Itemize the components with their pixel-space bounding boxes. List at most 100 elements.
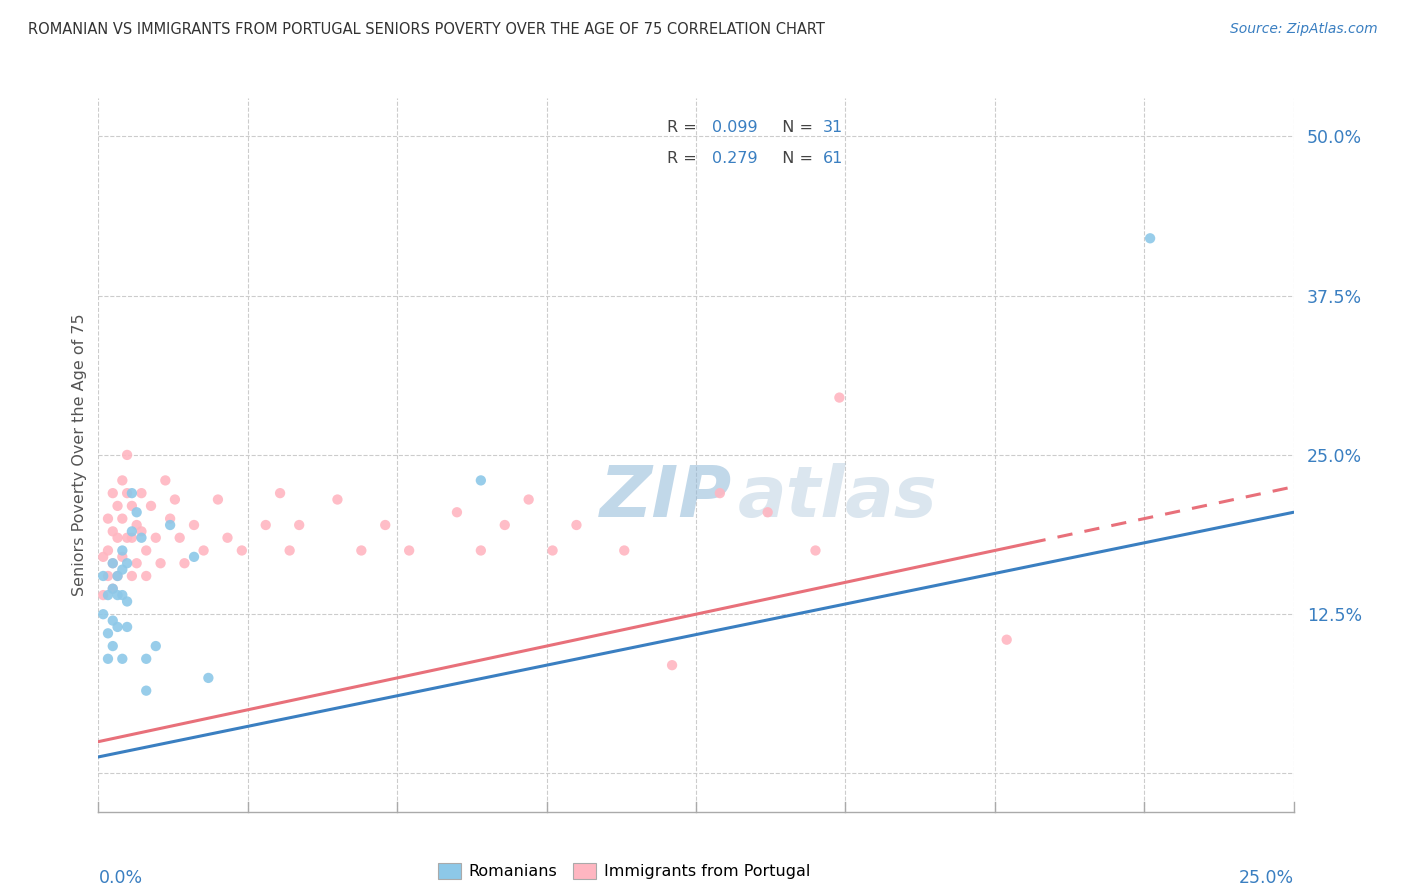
Point (135, 652, 157, 666)
Text: atlas: atlas (738, 463, 938, 533)
Point (125, 518, 148, 533)
Point (756, 505, 779, 519)
Point (135, 569, 157, 583)
Point (288, 518, 311, 533)
Point (254, 518, 277, 533)
Point (101, 582, 124, 596)
Y-axis label: Seniors Poverty Over the Age of 75: Seniors Poverty Over the Age of 75 (72, 314, 87, 596)
Point (197, 671, 219, 685)
Point (107, 569, 129, 583)
Point (145, 531, 167, 545)
Point (111, 588, 134, 602)
Point (661, 658, 683, 673)
Point (97, 511, 120, 525)
Point (135, 543, 157, 558)
Point (131, 486, 153, 500)
Point (131, 524, 153, 539)
Point (97, 588, 120, 602)
Point (115, 448, 138, 462)
Point (709, 486, 731, 500)
Point (101, 614, 124, 628)
Point (183, 518, 205, 533)
Text: 0.0%: 0.0% (98, 869, 142, 887)
Point (350, 543, 373, 558)
Point (125, 505, 148, 519)
Point (97, 569, 120, 583)
Point (111, 563, 134, 577)
Point (111, 549, 134, 564)
Point (470, 543, 492, 558)
Point (278, 543, 301, 558)
Point (107, 588, 129, 602)
Point (541, 543, 564, 558)
Point (517, 492, 540, 507)
Point (125, 556, 148, 570)
Point (101, 486, 124, 500)
Point (101, 556, 124, 570)
Point (446, 505, 468, 519)
Point (1139, 231, 1161, 245)
Point (107, 531, 129, 545)
Point (155, 474, 177, 488)
Point (115, 556, 138, 570)
Point (97, 626, 120, 640)
Point (804, 543, 827, 558)
Text: 0.279: 0.279 (713, 151, 758, 166)
Point (565, 518, 588, 533)
Point (995, 632, 1018, 647)
Point (101, 582, 124, 596)
Point (115, 531, 138, 545)
Point (121, 531, 143, 545)
Point (107, 620, 129, 634)
Point (173, 556, 195, 570)
Text: ROMANIAN VS IMMIGRANTS FROM PORTUGAL SENIORS POVERTY OVER THE AGE OF 75 CORRELAT: ROMANIAN VS IMMIGRANTS FROM PORTUGAL SEN… (28, 22, 825, 37)
Point (121, 499, 143, 513)
Point (111, 652, 134, 666)
Point (91, 607, 114, 622)
Point (398, 543, 420, 558)
Point (828, 391, 851, 405)
Point (613, 543, 636, 558)
Point (111, 474, 134, 488)
Point (183, 549, 205, 564)
Point (149, 556, 172, 570)
Point (470, 474, 492, 488)
Text: 31: 31 (823, 120, 842, 135)
Point (115, 620, 138, 634)
Text: 25.0%: 25.0% (1239, 869, 1294, 887)
Point (217, 531, 239, 545)
Point (107, 569, 129, 583)
Point (207, 492, 229, 507)
Point (111, 543, 134, 558)
Text: N =: N = (772, 120, 818, 135)
Point (326, 492, 349, 507)
Point (135, 683, 157, 698)
Text: Source: ZipAtlas.com: Source: ZipAtlas.com (1230, 22, 1378, 37)
Point (269, 486, 291, 500)
Text: N =: N = (772, 151, 818, 166)
Point (494, 518, 516, 533)
Point (121, 524, 143, 539)
Point (115, 486, 138, 500)
Point (115, 594, 138, 608)
Point (374, 518, 396, 533)
Point (169, 531, 191, 545)
Point (101, 524, 124, 539)
Point (91, 569, 114, 583)
Point (121, 486, 143, 500)
Legend: Romanians, Immigrants from Portugal: Romanians, Immigrants from Portugal (432, 856, 817, 886)
Point (145, 639, 167, 653)
Point (107, 499, 129, 513)
Point (159, 518, 181, 533)
Text: R =: R = (666, 120, 702, 135)
Point (91, 549, 114, 564)
Point (163, 492, 186, 507)
Point (97, 543, 120, 558)
Point (101, 556, 124, 570)
Point (193, 543, 215, 558)
Point (231, 543, 253, 558)
Point (97, 652, 120, 666)
Point (139, 499, 162, 513)
Point (101, 639, 124, 653)
Point (131, 531, 153, 545)
